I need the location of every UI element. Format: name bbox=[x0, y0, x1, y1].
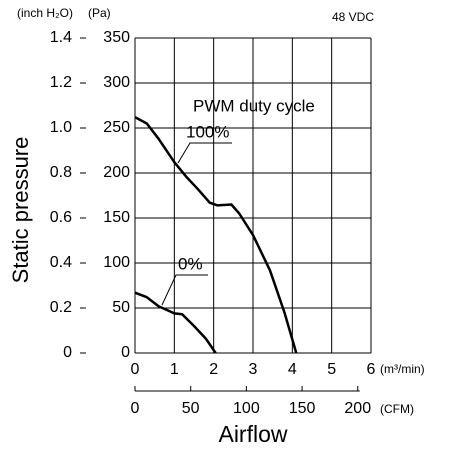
y-tick-label: 200 bbox=[103, 164, 130, 181]
y-tick-label: 50 bbox=[112, 299, 130, 316]
y2-tick-label: 1.2 bbox=[50, 74, 72, 91]
x-unit: (m³/min) bbox=[380, 362, 425, 376]
x2-tick-label: 200 bbox=[344, 400, 371, 417]
x2-tick-label: 50 bbox=[182, 400, 200, 417]
x-axis-title: Airflow bbox=[218, 421, 287, 447]
x-tick-label: 0 bbox=[131, 361, 140, 378]
y-tick-label: 0 bbox=[121, 344, 130, 361]
x2-tick-label: 150 bbox=[289, 400, 316, 417]
y2-tick-label: 1.4 bbox=[50, 29, 72, 46]
series-label: 100% bbox=[186, 122, 229, 141]
y2-tick-label: 0.6 bbox=[50, 209, 72, 226]
x-tick-label: 3 bbox=[249, 361, 258, 378]
x2-tick-label: 0 bbox=[131, 400, 140, 417]
voltage-label: 48 VDC bbox=[332, 10, 374, 24]
y-tick-label: 150 bbox=[103, 209, 130, 226]
y2-tick-label: 0.4 bbox=[50, 254, 72, 271]
y-tick-label: 300 bbox=[103, 74, 130, 91]
x2-tick-label: 100 bbox=[233, 400, 260, 417]
x-tick-label: 1 bbox=[170, 361, 179, 378]
legend-title: PWM duty cycle bbox=[193, 96, 315, 115]
y2-tick-label: 0 bbox=[63, 344, 72, 361]
y2-tick-label: 1.0 bbox=[50, 119, 72, 136]
y-tick-label: 350 bbox=[103, 29, 130, 46]
x-tick-label: 6 bbox=[367, 361, 376, 378]
curve bbox=[134, 291, 217, 354]
leader-line bbox=[161, 274, 208, 306]
series-label: 0% bbox=[178, 254, 203, 273]
y2-unit: (inch H₂O) bbox=[17, 6, 73, 20]
curve bbox=[134, 116, 298, 354]
x-tick-label: 5 bbox=[327, 361, 336, 378]
y-axis-title: Static pressure bbox=[8, 137, 33, 284]
x2-unit: (CFM) bbox=[380, 402, 414, 416]
x-tick-label: 4 bbox=[288, 361, 297, 378]
y-tick-label: 250 bbox=[103, 119, 130, 136]
y2-tick-label: 0.2 bbox=[50, 299, 72, 316]
y2-tick-label: 0.8 bbox=[50, 164, 72, 181]
y-unit: (Pa) bbox=[88, 6, 111, 20]
y-tick-label: 100 bbox=[103, 254, 130, 271]
leader-line bbox=[177, 142, 232, 164]
x-tick-label: 2 bbox=[209, 361, 218, 378]
